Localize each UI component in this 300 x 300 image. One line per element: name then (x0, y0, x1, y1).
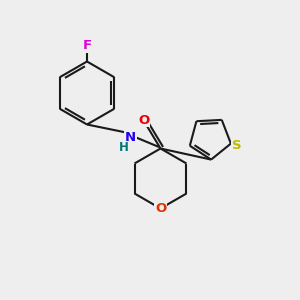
Text: F: F (82, 39, 91, 52)
Text: O: O (155, 202, 166, 215)
Text: S: S (232, 139, 242, 152)
Text: N: N (125, 131, 136, 144)
Text: O: O (138, 113, 150, 127)
Text: H: H (119, 141, 129, 154)
